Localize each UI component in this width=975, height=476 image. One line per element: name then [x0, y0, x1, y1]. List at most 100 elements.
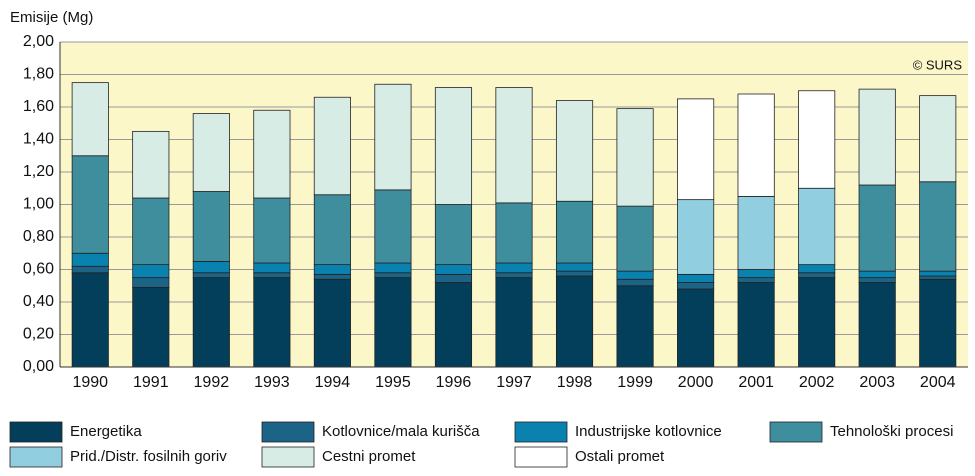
bar-segment [495, 272, 533, 279]
bar-segment [71, 82, 109, 157]
y-tick-label: 1,00 [23, 196, 54, 213]
bar-segment [192, 113, 230, 192]
bar-segment [919, 275, 957, 280]
y-axis-label: Emisije (Mg) [10, 9, 93, 26]
bar-segment [313, 264, 351, 275]
bar-segment [192, 191, 230, 262]
legend-swatch [261, 421, 315, 443]
bar-segment [737, 269, 775, 279]
x-tick-label: 2000 [678, 374, 714, 391]
bar-segment [495, 87, 533, 204]
legend-label: Tehnološki procesi [830, 423, 953, 440]
bar-segment [434, 264, 473, 275]
bar-segment [434, 204, 473, 266]
bar-segment [253, 277, 291, 368]
bar-segment [253, 109, 291, 199]
bar-segment [495, 262, 533, 274]
bar-segment [616, 270, 654, 280]
bar-segment [132, 197, 170, 266]
x-tick-label: 1999 [617, 374, 653, 391]
y-tick-label: 0,60 [23, 261, 54, 278]
y-tick-label: 0,40 [23, 293, 54, 310]
bar-segment [253, 262, 291, 274]
x-tick-label: 1995 [375, 374, 411, 391]
bar-segment [919, 95, 957, 183]
legend-label: Ostali promet [575, 448, 665, 465]
bar-segment [132, 277, 170, 288]
bar-segment [71, 265, 109, 274]
bar-segment [737, 93, 775, 197]
bar-segment [858, 277, 896, 283]
bar-segment [798, 90, 836, 189]
x-tick-label: 2001 [738, 374, 774, 391]
bar-segment [192, 272, 230, 279]
bar-segment [192, 277, 230, 368]
bar-segment [555, 270, 594, 277]
legend-swatch [514, 421, 568, 443]
bar-segment [434, 87, 473, 205]
y-tick-label: 0,20 [23, 326, 54, 343]
bar-segment [434, 282, 473, 368]
bar-segment [919, 278, 957, 368]
bar-segment [919, 270, 957, 277]
bar-segment [132, 286, 170, 368]
bar-segment [434, 273, 473, 283]
bar-segment [374, 83, 412, 191]
bar-segment [677, 288, 715, 368]
bar-segment [677, 282, 715, 290]
bar-segment [374, 272, 412, 279]
bar-segment [253, 197, 291, 264]
bar-segment [555, 100, 594, 202]
y-tick-label: 1,60 [23, 98, 54, 115]
bar-segment [495, 202, 533, 264]
bar-segment [253, 272, 291, 279]
bar-segment [374, 189, 412, 264]
bar-segment [495, 277, 533, 368]
legend-label: Industrijske kotlovnice [575, 423, 722, 440]
bar-segment [616, 108, 654, 207]
y-tick-label: 1,80 [23, 66, 54, 83]
legend-label: Cestni promet [322, 448, 416, 465]
x-tick-label: 2004 [920, 374, 956, 391]
x-tick-label: 1994 [315, 374, 351, 391]
x-tick-label: 1993 [254, 374, 290, 391]
bar-segment [313, 194, 351, 266]
x-tick-label: 1992 [194, 374, 230, 391]
bar-segment [555, 200, 594, 264]
y-tick-label: 0,80 [23, 228, 54, 245]
y-tick-label: 0,00 [23, 358, 54, 375]
bar-segment [616, 278, 654, 287]
legend-swatch [261, 446, 315, 468]
bar-segment [798, 272, 836, 279]
bar-segment [374, 277, 412, 368]
bar-segment [858, 282, 896, 368]
bar-segment [555, 275, 594, 368]
bar-segment [555, 262, 594, 272]
x-tick-label: 1996 [436, 374, 472, 391]
bar-segment [858, 88, 896, 186]
bar-segment [374, 262, 412, 274]
annotation: © SURS [913, 57, 963, 72]
bar-segment [71, 252, 109, 267]
legend-swatch [514, 446, 568, 468]
y-tick-label: 1,40 [23, 131, 54, 148]
legend-swatch [9, 446, 63, 468]
bar-segment [919, 181, 957, 272]
y-tick-label: 1,20 [23, 163, 54, 180]
legend-label: Kotlovnice/mala kurišča [322, 423, 480, 440]
bar-segment [737, 195, 775, 270]
legend-label: Energetika [70, 423, 142, 440]
bar-segment [798, 277, 836, 368]
x-tick-label: 1997 [496, 374, 532, 391]
bar-segment [132, 130, 170, 199]
bar-segment [313, 96, 351, 196]
bars [71, 82, 957, 368]
bar-segment [737, 277, 775, 283]
bar-segment [858, 270, 896, 279]
bar-segment [677, 98, 715, 201]
y-tick-label: 2,00 [23, 33, 54, 50]
bar-segment [798, 264, 836, 274]
bar-segment [616, 205, 654, 272]
legend-label: Prid./Distr. fosilnih goriv [70, 448, 227, 465]
